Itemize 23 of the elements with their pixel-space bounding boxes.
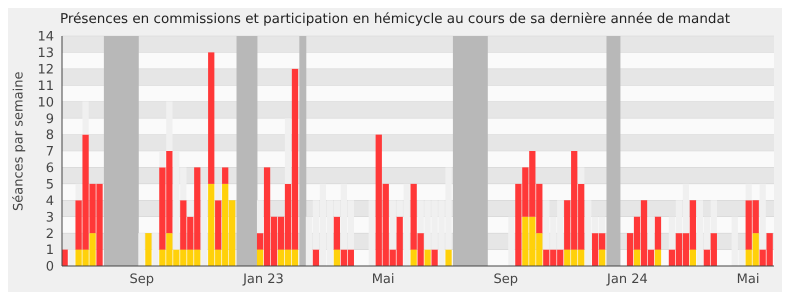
y-tick-label: 8 bbox=[46, 128, 54, 144]
y-tick-label: 12 bbox=[37, 62, 54, 78]
y-tick-label: 1 bbox=[46, 243, 54, 258]
y-tick-label: 13 bbox=[37, 46, 54, 62]
y-tick-label: 14 bbox=[37, 30, 54, 45]
x-tick-label: Sep bbox=[130, 272, 154, 288]
y-tick-label: 10 bbox=[37, 95, 54, 110]
chart-title: Présences en commissions et participation en hémicycle au cours de sa dernière année de mandat bbox=[58, 10, 732, 29]
y-tick-label: 9 bbox=[46, 112, 54, 127]
y-axis-title: Séances par semaine bbox=[12, 72, 27, 211]
y-tick-label: 2 bbox=[46, 226, 54, 242]
y-tick-label: 5 bbox=[46, 177, 54, 192]
x-tick-label: Jan 23 bbox=[242, 272, 284, 288]
y-tick-label: 6 bbox=[46, 161, 54, 176]
x-tick-label: Mai bbox=[372, 272, 394, 288]
x-tick-label: Jan 24 bbox=[606, 272, 648, 288]
x-tick-label: Sep bbox=[493, 272, 518, 288]
x-tick-label: Mai bbox=[736, 272, 760, 288]
y-tick-label: 11 bbox=[37, 78, 54, 94]
y-tick-label: 4 bbox=[46, 194, 54, 209]
y-tick-label: 7 bbox=[46, 144, 54, 160]
y-tick-label: 0 bbox=[46, 260, 54, 275]
y-tick-label: 3 bbox=[46, 210, 54, 226]
